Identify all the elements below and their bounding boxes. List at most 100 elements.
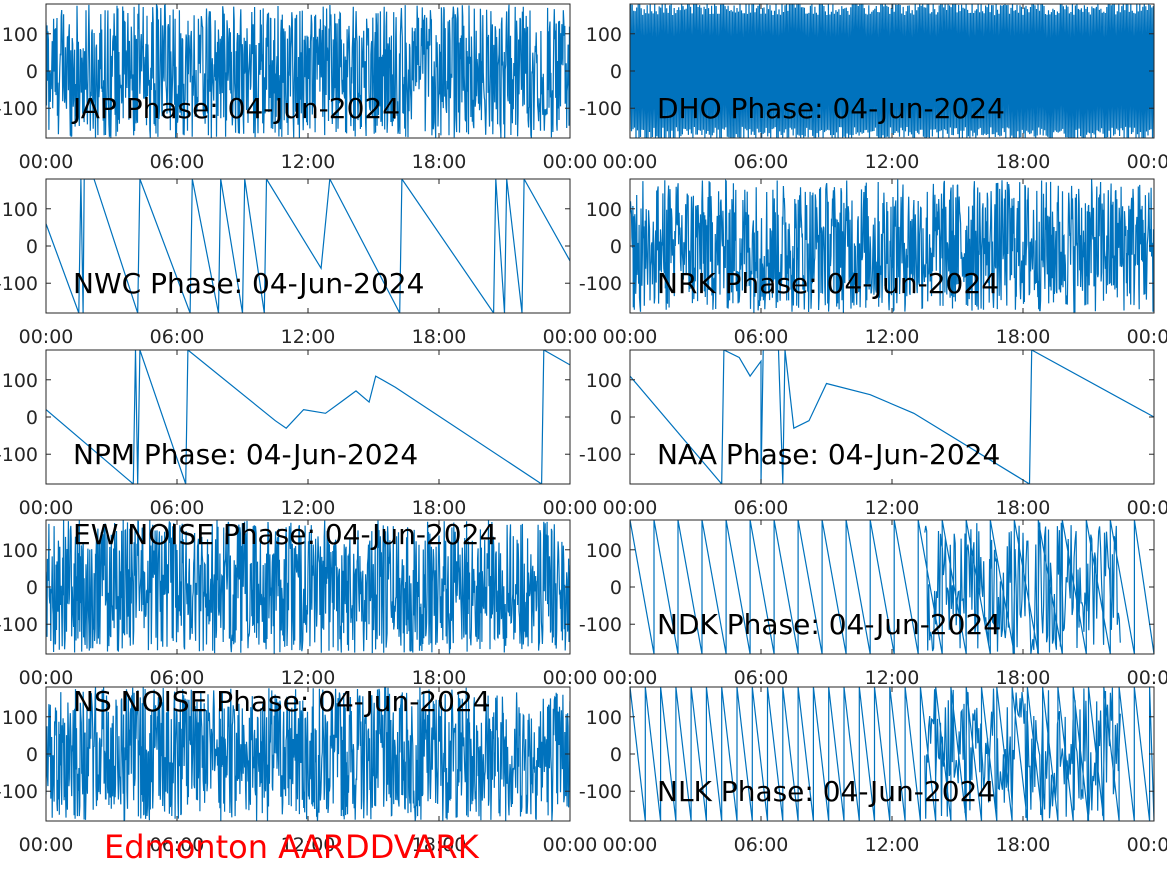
phase-panel-5: 100 0 -100 00:00 06:00 12:00 18:00 00:00 NAA Pha… (579, 349, 1167, 519)
phase-panel-2: 100 0 -100 00:00 06:00 12:00 18:00 00:00 NWC Pha… (0, 178, 598, 348)
phase-panel-4: 100 0 -100 00:00 06:00 12:00 18:00 00:00 NPM Pha… (0, 349, 597, 519)
panel-title: NWC Phase: 04-Jun-2024 (73, 267, 424, 300)
y-tick-label: -100 (0, 273, 38, 295)
phase-series-line (630, 179, 1154, 313)
y-tick-label: 0 (610, 744, 622, 766)
panel-title: EW NOISE Phase: 04-Jun-2024 (73, 518, 497, 551)
x-tick-label: 12:00 (281, 497, 336, 519)
x-tick-label: 06:00 (150, 667, 205, 689)
x-tick-label: 00:00 (19, 667, 74, 689)
x-tick-label: 00:00 (543, 151, 598, 173)
x-tick-label: 18:00 (412, 497, 467, 519)
panel-title: JAP Phase: 04-Jun-2024 (71, 92, 400, 125)
x-tick-label: 18:00 (996, 667, 1051, 689)
y-tick-label: 100 (586, 707, 622, 729)
y-tick-label: -100 (579, 781, 622, 803)
x-tick-label: 06:00 (150, 151, 205, 173)
y-tick-label: 100 (586, 370, 622, 392)
y-tick-label: 0 (610, 577, 622, 599)
phase-series-line (46, 179, 570, 313)
x-tick-label: 18:00 (412, 151, 467, 173)
x-tick-label: 00:00 (19, 497, 74, 519)
x-tick-label: 00:00 (543, 834, 598, 856)
x-tick-label: 12:00 (865, 151, 920, 173)
y-tick-label: 0 (26, 407, 38, 429)
x-tick-label: 00:00 (19, 326, 74, 348)
x-tick-label: 18:00 (996, 497, 1051, 519)
phase-panel-6: 100 0 -100 00:00 06:00 12:00 18:00 00:00 EW NOIS… (0, 518, 597, 689)
x-tick-label: 00:00 (603, 497, 658, 519)
y-tick-label: 0 (26, 577, 38, 599)
x-tick-label: 06:00 (150, 834, 205, 856)
x-tick-label: 18:00 (412, 326, 467, 348)
phase-series-line (630, 520, 1154, 654)
phase-panel-8: 100 0 -100 00:00 06:00 12:00 18:00 00:00 NS NOIS… (0, 685, 597, 856)
panel-title: NRK Phase: 04-Jun-2024 (657, 267, 999, 300)
y-tick-label: -100 (579, 98, 622, 120)
phase-series-line (630, 350, 1154, 484)
y-tick-label: 100 (2, 540, 38, 562)
x-tick-label: 12:00 (865, 497, 920, 519)
x-tick-label: 00:00 (1127, 667, 1167, 689)
y-tick-label: -100 (0, 444, 38, 466)
y-tick-label: 0 (610, 61, 622, 83)
phase-series-line (46, 350, 570, 484)
phase-panel-0: 100 0 -100 00:00 06:00 12:00 18:00 00:00 JAP Pha… (0, 3, 598, 173)
x-tick-label: 00:00 (19, 834, 74, 856)
x-tick-label: 18:00 (996, 834, 1051, 856)
y-tick-label: -100 (0, 98, 38, 120)
x-tick-label: 00:00 (1127, 151, 1167, 173)
y-tick-label: 100 (586, 199, 622, 221)
y-tick-label: 0 (610, 236, 622, 258)
y-tick-label: 100 (2, 707, 38, 729)
x-tick-label: 12:00 (865, 326, 920, 348)
x-tick-label: 00:00 (543, 667, 598, 689)
phase-series-line (46, 687, 570, 821)
y-tick-label: -100 (579, 273, 622, 295)
panel-title: NPM Phase: 04-Jun-2024 (73, 438, 418, 471)
x-tick-label: 00:00 (543, 326, 598, 348)
phase-panel-7: 100 0 -100 00:00 06:00 12:00 18:00 00:00 NDK Pha… (579, 519, 1167, 689)
x-tick-label: 00:00 (603, 667, 658, 689)
x-tick-label: 00:00 (603, 151, 658, 173)
y-tick-label: 0 (26, 236, 38, 258)
x-tick-label: 12:00 (865, 834, 920, 856)
y-tick-label: 100 (2, 199, 38, 221)
x-tick-label: 18:00 (412, 667, 467, 689)
x-tick-label: 00:00 (603, 326, 658, 348)
y-tick-label: -100 (0, 614, 38, 636)
x-tick-label: 18:00 (996, 326, 1051, 348)
y-tick-label: 100 (586, 540, 622, 562)
x-tick-label: 06:00 (734, 667, 789, 689)
x-tick-label: 06:00 (150, 497, 205, 519)
x-tick-label: 12:00 (865, 667, 920, 689)
x-tick-label: 00:00 (1127, 834, 1167, 856)
x-tick-label: 12:00 (281, 326, 336, 348)
y-tick-label: 100 (2, 370, 38, 392)
phase-panel-1: 100 0 -100 00:00 06:00 12:00 18:00 00:00 DHO Pha… (579, 3, 1167, 173)
station-label: Edmonton AARDDVARK (104, 828, 479, 866)
x-tick-label: 00:00 (1127, 326, 1167, 348)
x-tick-label: 12:00 (281, 151, 336, 173)
x-tick-label: 06:00 (734, 834, 789, 856)
x-tick-label: 00:00 (1127, 497, 1167, 519)
x-tick-label: 18:00 (996, 151, 1051, 173)
panel-title: NLK Phase: 04-Jun-2024 (657, 775, 995, 808)
x-tick-label: 12:00 (281, 667, 336, 689)
phase-series-line (630, 687, 1154, 821)
x-tick-label: 00:00 (603, 834, 658, 856)
panel-title: NS NOISE Phase: 04-Jun-2024 (73, 685, 491, 718)
phase-series-line (46, 4, 570, 138)
y-tick-label: -100 (0, 781, 38, 803)
y-tick-label: 0 (26, 61, 38, 83)
y-tick-label: 0 (610, 407, 622, 429)
x-tick-label: 00:00 (19, 151, 74, 173)
panel-title: NDK Phase: 04-Jun-2024 (657, 608, 1001, 641)
panel-title: DHO Phase: 04-Jun-2024 (657, 92, 1005, 125)
y-tick-label: -100 (579, 444, 622, 466)
x-tick-label: 06:00 (734, 151, 789, 173)
x-tick-label: 18:00 (412, 834, 467, 856)
x-tick-label: 06:00 (150, 326, 205, 348)
x-tick-label: 06:00 (734, 497, 789, 519)
